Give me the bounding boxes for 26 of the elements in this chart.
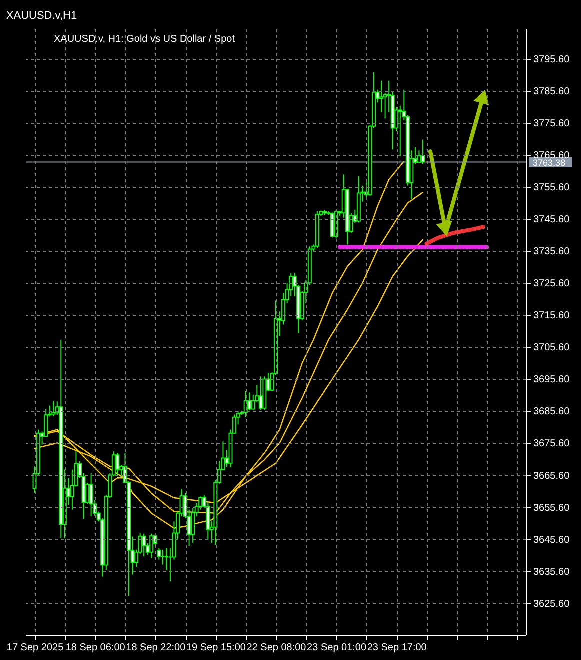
y-tick-label: 3665.60	[534, 470, 570, 482]
y-tick-label: 3685.60	[534, 406, 570, 418]
y-tick-label: 3795.60	[534, 54, 570, 66]
y-tick-label: 3715.60	[534, 310, 570, 322]
y-tick-label: 3675.60	[534, 438, 570, 450]
y-tick-label: 3705.60	[534, 342, 570, 354]
x-tick-label: 18 Sep 06:00	[66, 642, 126, 654]
text: XAUUSD.v,H1	[6, 10, 78, 22]
x-tick-label: 22 Sep 08:00	[246, 642, 307, 654]
y-tick-label: 3635.60	[534, 566, 570, 578]
y-tick-label: 3755.60	[534, 182, 570, 194]
y-tick-label: 3625.60	[534, 598, 570, 610]
y-tick-label: 3735.60	[534, 246, 570, 258]
x-tick-label: 23 Sep 17:00	[367, 642, 428, 654]
y-tick-label: 3695.60	[534, 374, 570, 386]
x-tick-label: 18 Sep 22:00	[126, 642, 186, 654]
y-tick-label: 3775.60	[534, 118, 570, 130]
x-tick-label: 23 Sep 01:00	[307, 642, 367, 654]
y-tick-label: 3655.60	[534, 502, 570, 514]
x-tick-label: 17 Sep 2025	[6, 642, 64, 654]
y-tick-label: 3725.60	[534, 278, 570, 290]
x-tick-label: 19 Sep 15:00	[186, 642, 246, 654]
text: XAUUSD.v, H1: Gold vs US Dollar / Spot	[54, 34, 236, 45]
y-tick-label: 3745.60	[534, 214, 570, 226]
y-tick-label: 3645.60	[534, 534, 570, 546]
y-tick-label: 3785.60	[534, 86, 570, 98]
